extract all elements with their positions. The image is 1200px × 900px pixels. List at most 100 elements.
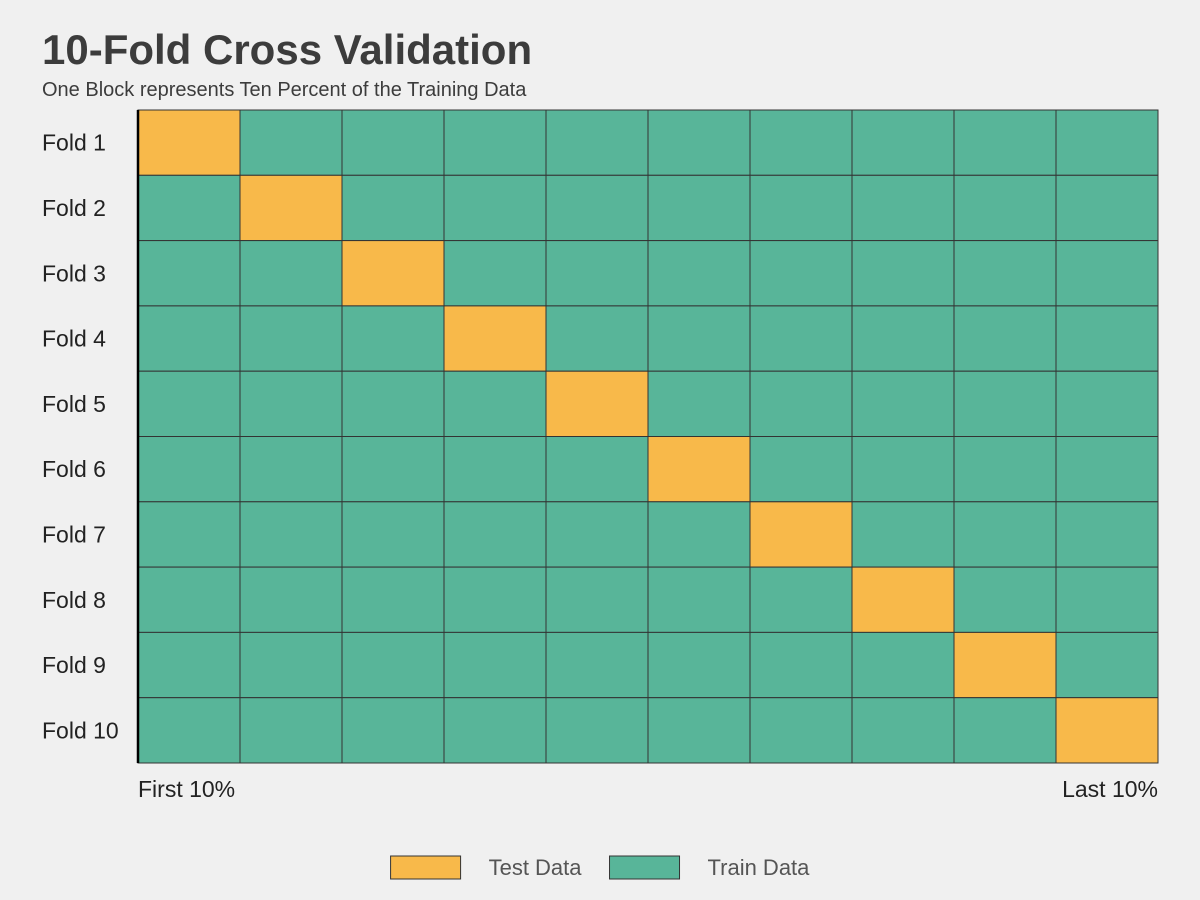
row-label: Fold 6: [42, 456, 106, 482]
train-block: [239, 436, 343, 503]
test-block: [749, 501, 853, 568]
train-block: [341, 174, 445, 242]
train-block: [851, 370, 955, 438]
train-block: [239, 631, 343, 699]
legend-label: Test Data: [489, 855, 583, 880]
row-labels: Fold 1 Fold 2 Fold 3 Fold 4 Fold 5 Fold 6 Fold…: [42, 130, 119, 744]
train-block: [1055, 240, 1159, 307]
x-tick-label-last: Last 10%: [1062, 776, 1158, 802]
train-block: [647, 174, 751, 242]
train-block: [545, 501, 649, 568]
x-tick-label-first: First 10%: [138, 776, 235, 802]
row-label: Fold 9: [42, 652, 106, 678]
train-block: [443, 240, 547, 307]
train-block: [1055, 305, 1159, 372]
train-block: [1055, 631, 1159, 699]
train-block: [239, 566, 343, 633]
heatmap-cells: [137, 109, 1159, 764]
train-block: [239, 697, 343, 764]
train-block: [545, 174, 649, 242]
train-block: [1055, 370, 1159, 438]
test-block: [953, 631, 1057, 699]
train-block: [953, 501, 1057, 568]
row-label: Fold 8: [42, 587, 106, 613]
train-block: [545, 566, 649, 633]
train-block: [137, 370, 241, 438]
row-label: Fold 3: [42, 260, 106, 286]
test-block: [443, 305, 547, 372]
row-label: Fold 1: [42, 130, 106, 156]
train-block: [137, 305, 241, 372]
train-block: [851, 174, 955, 242]
legend-swatch: [390, 855, 462, 880]
train-block: [545, 436, 649, 503]
train-block: [953, 174, 1057, 242]
train-block: [137, 631, 241, 699]
train-block: [647, 109, 751, 176]
train-block: [341, 370, 445, 438]
train-block: [647, 501, 751, 568]
train-block: [239, 370, 343, 438]
test-block: [137, 109, 241, 176]
train-block: [341, 566, 445, 633]
train-block: [1055, 109, 1159, 176]
test-block: [239, 174, 343, 242]
train-block: [749, 697, 853, 764]
test-block: [647, 436, 751, 503]
legend-label: Train Data: [708, 855, 811, 880]
train-block: [647, 240, 751, 307]
train-block: [851, 631, 955, 699]
test-block: [341, 240, 445, 307]
test-block: [545, 370, 649, 438]
train-block: [239, 305, 343, 372]
row-label: Fold 5: [42, 391, 106, 417]
train-block: [137, 174, 241, 242]
train-block: [749, 240, 853, 307]
legend-swatch: [609, 855, 681, 880]
train-block: [851, 109, 955, 176]
train-block: [851, 240, 955, 307]
train-block: [443, 631, 547, 699]
train-block: [443, 566, 547, 633]
train-block: [749, 566, 853, 633]
train-block: [341, 697, 445, 764]
row-label: Fold 4: [42, 326, 106, 352]
train-block: [545, 240, 649, 307]
train-block: [953, 109, 1057, 176]
legend: Test Data Train Data: [390, 855, 811, 880]
train-block: [647, 697, 751, 764]
train-block: [341, 305, 445, 372]
train-block: [239, 501, 343, 568]
train-block: [239, 240, 343, 307]
train-block: [749, 174, 853, 242]
train-block: [341, 436, 445, 503]
chart-subtitle: One Block represents Ten Percent of the …: [42, 79, 527, 101]
train-block: [749, 109, 853, 176]
train-block: [1055, 436, 1159, 503]
train-block: [851, 501, 955, 568]
train-block: [953, 566, 1057, 633]
train-block: [545, 631, 649, 699]
train-block: [851, 436, 955, 503]
train-block: [545, 697, 649, 764]
train-block: [239, 109, 343, 176]
train-block: [953, 240, 1057, 307]
row-label: Fold 7: [42, 521, 106, 547]
train-block: [851, 305, 955, 372]
train-block: [545, 109, 649, 176]
train-block: [647, 305, 751, 372]
train-block: [137, 240, 241, 307]
train-block: [443, 501, 547, 568]
train-block: [953, 305, 1057, 372]
train-block: [443, 174, 547, 242]
train-block: [953, 697, 1057, 764]
train-block: [443, 370, 547, 438]
train-block: [749, 305, 853, 372]
test-block: [1055, 697, 1159, 764]
train-block: [443, 436, 547, 503]
train-block: [137, 697, 241, 764]
train-block: [749, 370, 853, 438]
train-block: [851, 697, 955, 764]
train-block: [953, 370, 1057, 438]
